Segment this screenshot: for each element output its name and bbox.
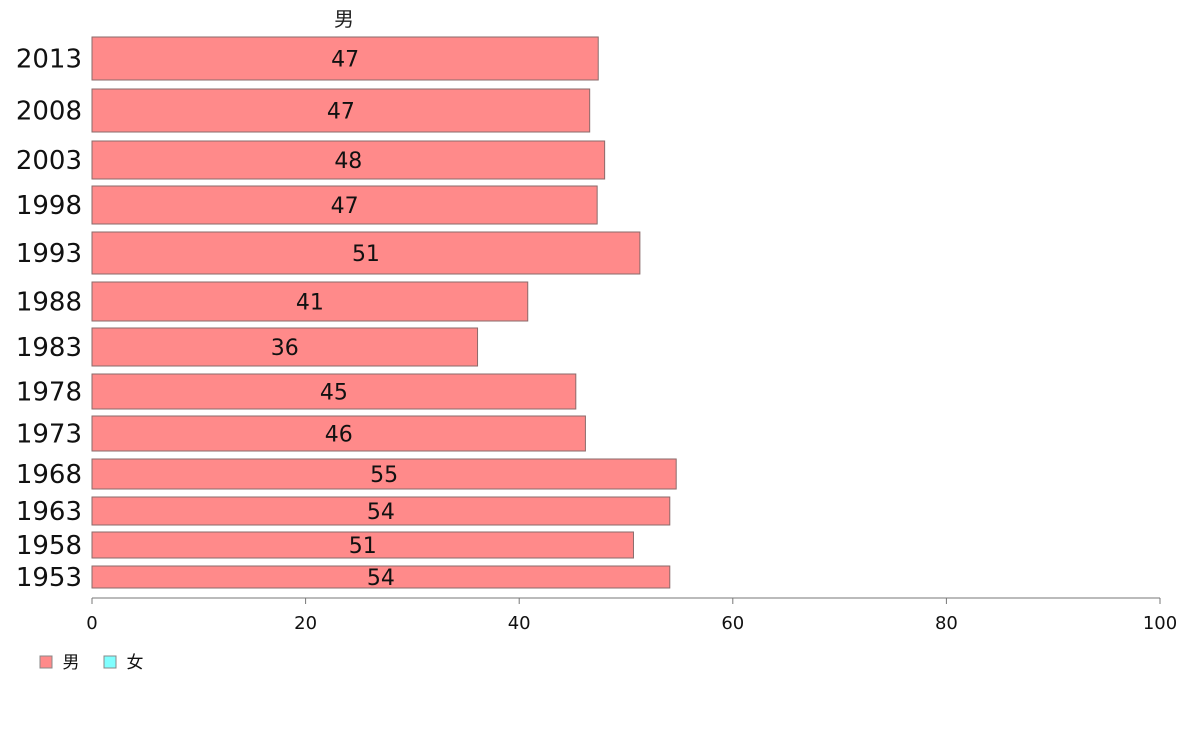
bar-2008 — [91, 88, 591, 133]
x-tick-label-0: 0 — [86, 613, 97, 634]
legend-label-1: 女 — [127, 653, 144, 673]
category-label-1988: 1988 — [16, 288, 82, 318]
category-label-2003: 2003 — [16, 146, 82, 176]
x-tick-label-40: 40 — [508, 613, 531, 634]
bar-1963 — [91, 496, 671, 526]
category-label-1963: 1963 — [16, 497, 82, 527]
bar-2003 — [91, 140, 606, 180]
category-label-2013: 2013 — [16, 45, 82, 75]
bar-1978 — [91, 373, 577, 410]
bar-value-label-1968: 55 — [370, 463, 398, 488]
bar-1993 — [91, 231, 641, 275]
bar-1983 — [91, 327, 479, 367]
legend-swatch-1 — [103, 655, 117, 669]
category-label-1968: 1968 — [16, 460, 82, 490]
bar-value-label-1958: 51 — [349, 534, 377, 559]
x-axis: 0 20 40 60 80 100 — [86, 597, 1177, 634]
category-label-2008: 2008 — [16, 97, 82, 127]
bar-value-label-2008: 47 — [327, 100, 355, 125]
bar-value-label-2013: 47 — [331, 48, 359, 73]
category-label-1998: 1998 — [16, 191, 82, 221]
bar-value-label-1993: 51 — [352, 242, 380, 267]
category-label-1983: 1983 — [16, 333, 82, 363]
bar-1968 — [91, 458, 677, 490]
bar-1988 — [91, 281, 529, 322]
category-label-1958: 1958 — [16, 531, 82, 561]
x-tick-label-100: 100 — [1143, 613, 1177, 634]
bar-2013 — [91, 36, 599, 81]
bar-value-label-1953: 54 — [367, 566, 395, 591]
category-label-1978: 1978 — [16, 378, 82, 408]
legend-label-0: 男 — [63, 653, 80, 673]
bar-value-label-1963: 54 — [367, 500, 395, 525]
x-tick-label-20: 20 — [294, 613, 317, 634]
category-label-1953: 1953 — [16, 563, 82, 593]
bar-1998 — [91, 185, 598, 225]
chart-title: 男 — [334, 7, 354, 31]
legend-swatch-0 — [39, 655, 53, 669]
x-tick-label-80: 80 — [935, 613, 958, 634]
bar-value-label-2003: 48 — [334, 149, 362, 174]
bar-value-label-1988: 41 — [296, 291, 324, 316]
bar-1973 — [91, 415, 586, 452]
category-label-1973: 1973 — [16, 420, 82, 450]
category-label-1993: 1993 — [16, 239, 82, 269]
bar-1958 — [91, 531, 634, 559]
bar-value-label-1978: 45 — [320, 381, 348, 406]
bar-value-label-1998: 47 — [331, 194, 359, 219]
bar-value-label-1973: 46 — [325, 423, 353, 448]
legend: 男女 — [39, 653, 144, 673]
bar-value-label-1983: 36 — [271, 336, 299, 361]
bars-layer: 47 2013 47 2008 48 2003 47 1998 51 1993 41 1988 36 19… — [16, 36, 677, 593]
x-tick-label-60: 60 — [721, 613, 744, 634]
bar-1953 — [91, 565, 671, 589]
